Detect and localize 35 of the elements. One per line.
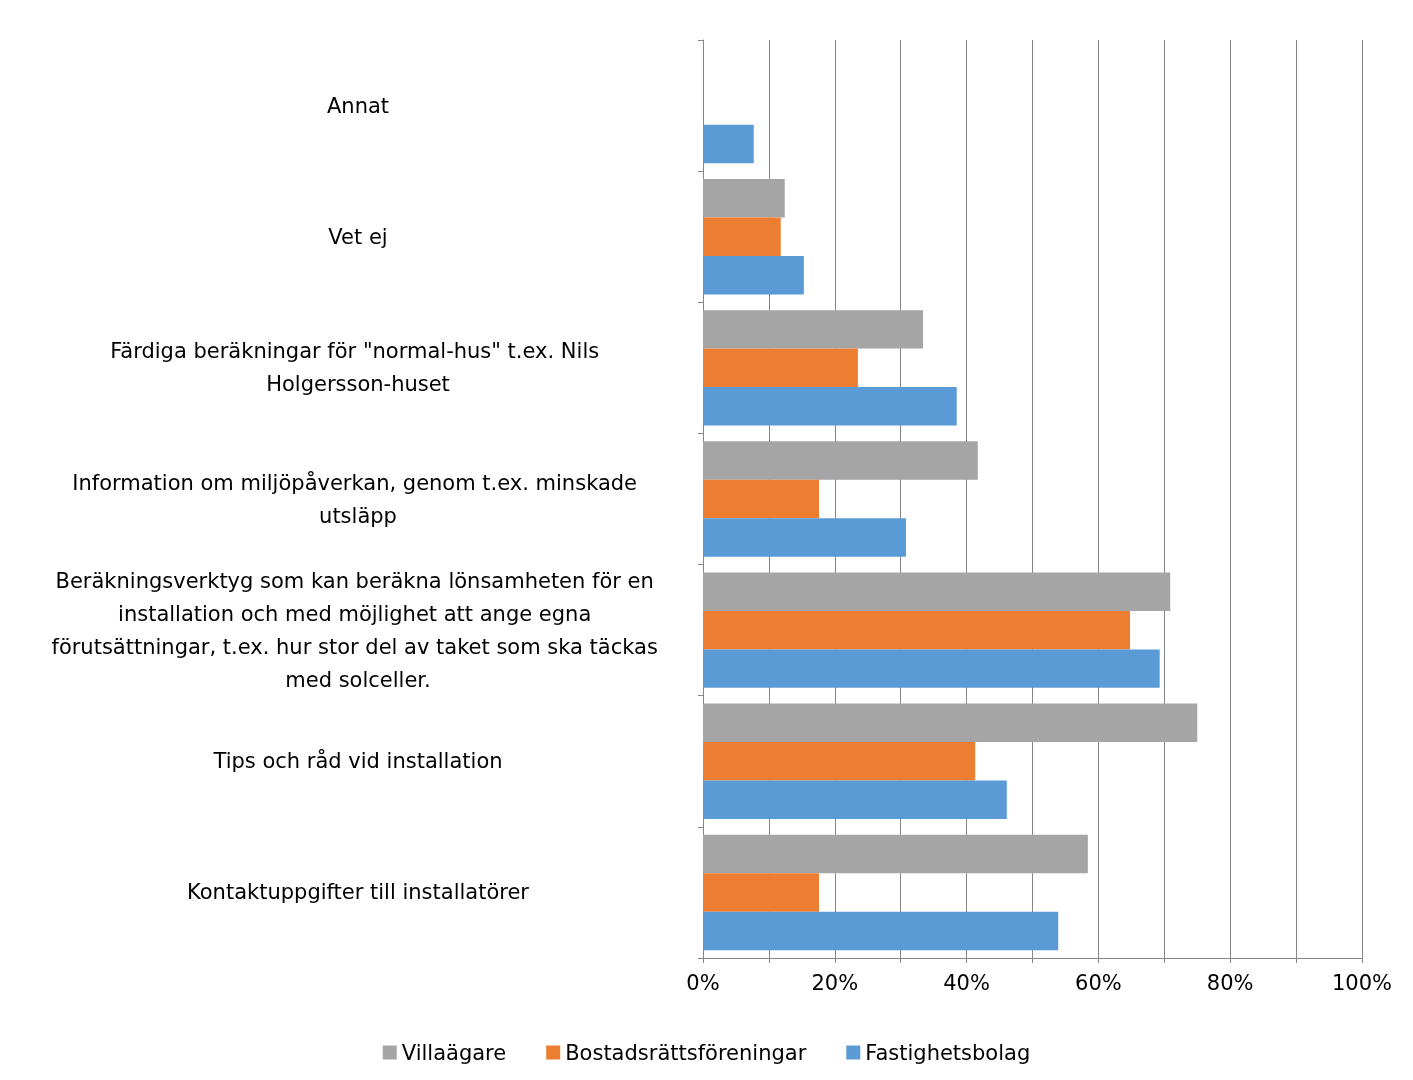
y-tick-label: Annat [326, 93, 390, 118]
legend-label: Bostadsrättsföreningar [565, 1040, 807, 1065]
y-tick-label: Information om miljöpåverkan, genom t.ex. minskade utsläpp [72, 469, 644, 528]
bar [703, 780, 1007, 819]
y-tick-label: Kontaktuppgifter till installatörer [187, 880, 530, 905]
legend-label: Fastighetsbolag [865, 1040, 1031, 1065]
bar [703, 124, 754, 164]
y-tick-label: Tips och råd vid installation [212, 748, 503, 774]
bar [703, 518, 906, 557]
bar [703, 649, 1160, 688]
y-tick-label: Beräkningsverktyg som kan beräkna lönsamheten för en installation och med möjlighet att ange egna förutsättningar, t.ex. hur stor del av taket som ska täckas med solceller. [51, 568, 665, 692]
bar [703, 742, 976, 781]
x-tick-label: 60% [1075, 970, 1122, 995]
x-tick-label: 20% [811, 970, 859, 995]
bar [703, 834, 1088, 874]
bar [703, 310, 924, 349]
x-tick-label: 100% [1331, 970, 1393, 995]
bar [703, 911, 1059, 951]
bar [703, 217, 781, 256]
x-tick-label: 0% [686, 970, 720, 995]
x-tick-label: 80% [1206, 970, 1254, 995]
bar [703, 873, 819, 912]
bar [703, 441, 978, 480]
bar [703, 703, 1198, 743]
bar [703, 348, 858, 388]
y-tick-label: Vet ej [328, 224, 388, 249]
bar [703, 387, 957, 426]
legend-label: Villaägare [401, 1040, 507, 1065]
bar [703, 572, 1171, 611]
bar [703, 610, 1131, 650]
bar [703, 479, 819, 519]
y-tick-label: Färdiga beräkningar för "normal-hus" t.ex. Nils Holgersson-huset [110, 339, 606, 397]
bar [703, 179, 785, 218]
x-tick-label: 40% [943, 970, 990, 995]
bar [703, 255, 804, 295]
